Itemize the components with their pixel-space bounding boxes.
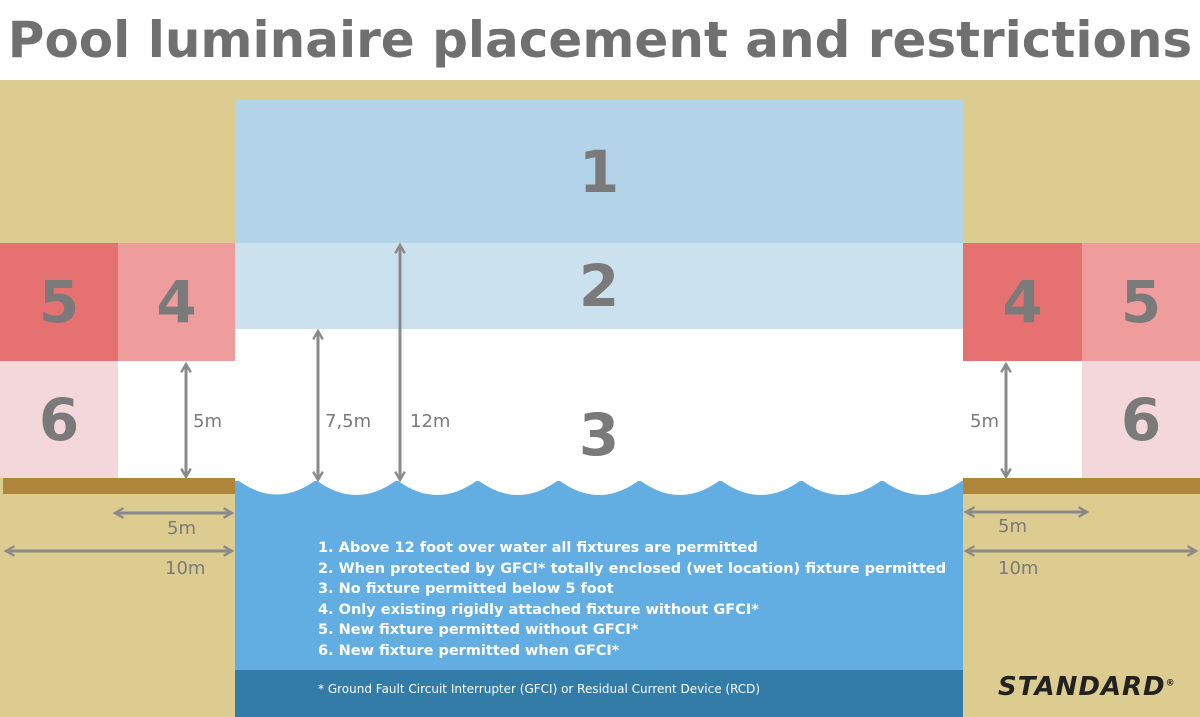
standard-logo: STANDARD® <box>998 672 1176 702</box>
dim-5m-left: 5m <box>193 411 222 432</box>
zone-3-right <box>963 361 1082 478</box>
dim-12m: 12m <box>410 411 451 432</box>
rule-item: 5. New fixture permitted without GFCI* <box>318 622 639 638</box>
dim-10m-left-h: 10m <box>165 558 206 579</box>
zone-5-label: 5 <box>1120 268 1162 336</box>
zone-5-left: 5 <box>0 243 118 361</box>
rule-item: 6. New fixture permitted when GFCI* <box>318 642 620 659</box>
zone-3-left <box>118 361 235 478</box>
zone-1: 1 <box>235 100 963 243</box>
zone-5-right: 5 <box>1082 243 1200 361</box>
zone-5-label: 5 <box>38 268 80 336</box>
water-deep <box>235 670 963 717</box>
page-title: Pool luminaire placement and restriction… <box>0 0 1200 80</box>
rule-item: 1. Above 12 foot over water all fixtures… <box>318 540 758 556</box>
zone-4-label: 4 <box>1002 268 1043 336</box>
zone-4-label: 4 <box>156 268 197 336</box>
zone-6-label: 6 <box>38 385 80 454</box>
zone-4-left: 4 <box>118 243 235 361</box>
dim-7-5m: 7,5m <box>325 411 372 432</box>
dim-10m-right-h: 10m <box>998 558 1039 579</box>
zone-4-right: 4 <box>963 243 1082 361</box>
rules-list: 1. Above 12 foot over water all fixtures… <box>318 538 946 661</box>
logo-text: STANDARD <box>998 672 1166 702</box>
zone-3-label: 3 <box>578 401 620 469</box>
dim-5m-right: 5m <box>970 411 999 432</box>
rule-item: 3. No fixture permitted below 5 foot <box>318 581 614 597</box>
rule-item: 4. Only existing rigidly attached fixtur… <box>318 601 759 618</box>
footnote: * Ground Fault Circuit Interrupter (GFCI… <box>318 682 761 696</box>
zone-3: 3 <box>235 329 963 481</box>
rule-item: 2. When protected by GFCI* totally enclo… <box>318 560 947 577</box>
zone-6-right: 6 <box>1082 361 1200 478</box>
ground-right <box>963 478 1200 494</box>
zone-6-left: 6 <box>0 361 118 478</box>
zone-1-label: 1 <box>578 137 620 206</box>
zone-6-label: 6 <box>1120 385 1162 454</box>
water-waves <box>235 478 963 495</box>
ground-left <box>3 478 235 494</box>
dim-5m-right-h: 5m <box>998 516 1027 537</box>
wave-scallops <box>235 478 963 495</box>
zone-2: 2 <box>235 243 963 329</box>
water <box>235 480 963 670</box>
zone-2-label: 2 <box>578 252 620 320</box>
dim-5m-left-h: 5m <box>167 518 196 539</box>
